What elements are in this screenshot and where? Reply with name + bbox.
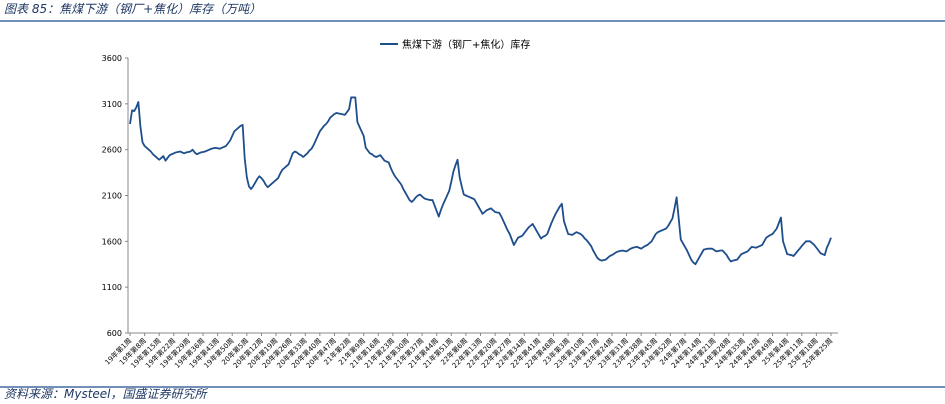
y-tick-label: 600 <box>107 329 122 338</box>
y-tick-label: 1600 <box>102 237 122 246</box>
y-tick-label: 3100 <box>102 100 122 109</box>
footer-source: 资料来源：Mysteel，国盛证券研究所 <box>4 387 209 400</box>
header-title: 图表 85：焦煤下游（钢厂+焦化）库存（万吨） <box>4 2 261 16</box>
y-tick-label: 3600 <box>102 54 122 63</box>
legend-label: 焦煤下游（钢厂+焦化）库存 <box>402 38 530 51</box>
y-tick-label: 2100 <box>102 192 122 201</box>
y-tick-label: 2600 <box>102 146 122 155</box>
y-tick-label: 1100 <box>102 283 122 292</box>
series-line <box>129 96 832 266</box>
